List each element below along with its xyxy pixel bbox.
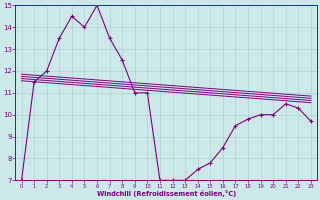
X-axis label: Windchill (Refroidissement éolien,°C): Windchill (Refroidissement éolien,°C) (97, 190, 236, 197)
